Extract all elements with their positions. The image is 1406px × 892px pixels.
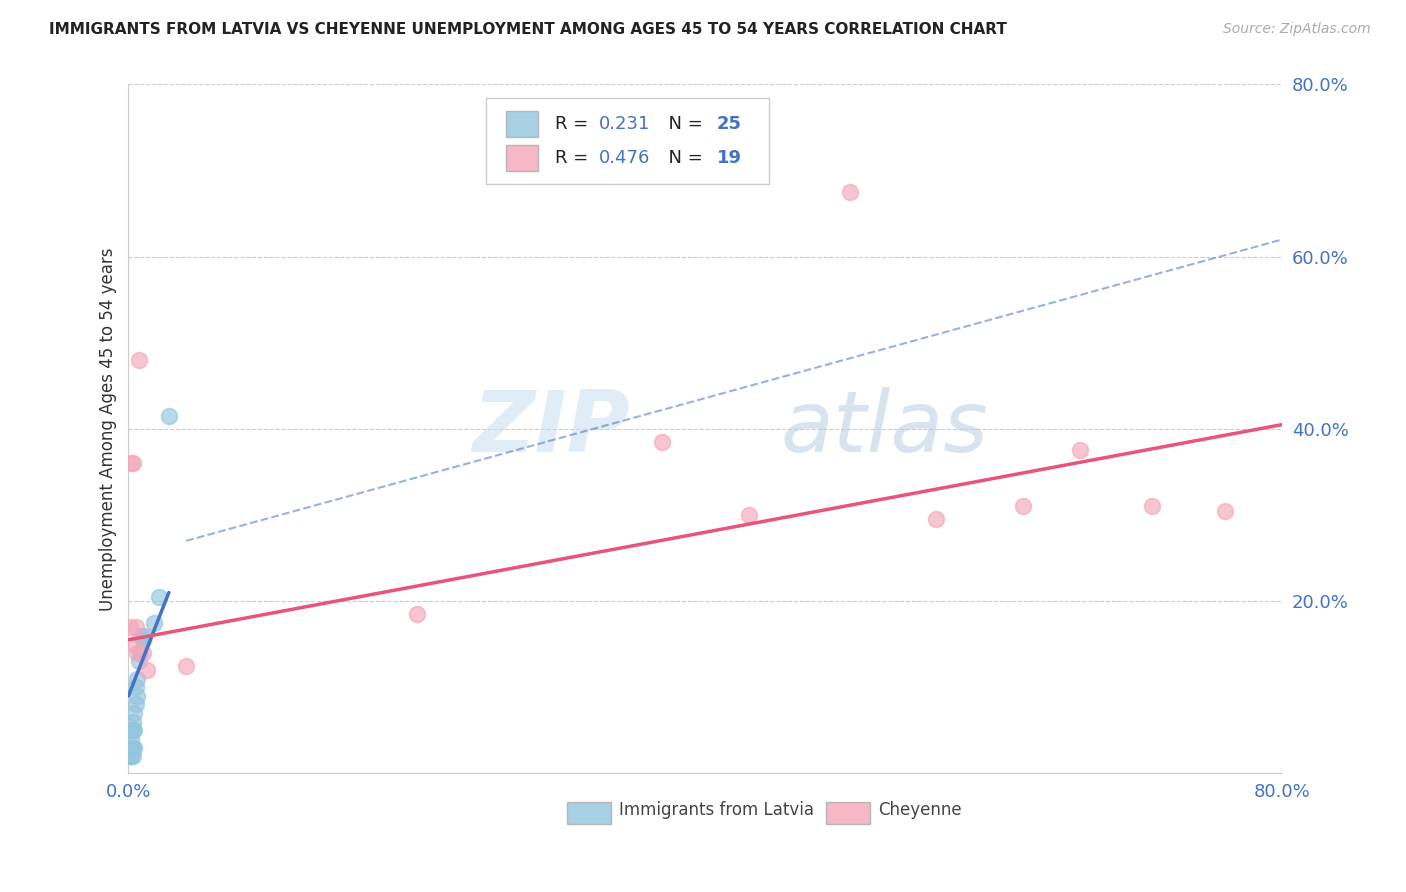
Point [143, 615, 166, 630]
Point [651, 434, 673, 449]
Point [118, 620, 141, 634]
Point [127, 672, 149, 686]
Text: Cheyenne: Cheyenne [879, 801, 962, 819]
Point [148, 590, 170, 604]
FancyBboxPatch shape [506, 145, 538, 171]
FancyBboxPatch shape [486, 98, 769, 185]
Text: 0.476: 0.476 [599, 149, 651, 167]
Point [136, 663, 159, 677]
Point [121, 723, 143, 738]
Point [120, 749, 142, 764]
Text: R =: R = [555, 149, 595, 167]
Point [118, 749, 141, 764]
Y-axis label: Unemployment Among Ages 45 to 54 years: Unemployment Among Ages 45 to 54 years [100, 247, 117, 611]
Point [120, 740, 142, 755]
Point [128, 654, 150, 668]
Point [1213, 504, 1236, 518]
FancyBboxPatch shape [567, 802, 610, 823]
Text: N =: N = [657, 115, 709, 134]
Point [121, 749, 143, 764]
Text: 0.231: 0.231 [599, 115, 651, 134]
Point [1142, 500, 1164, 514]
FancyBboxPatch shape [506, 112, 538, 137]
Point [737, 508, 759, 522]
Point [121, 740, 143, 755]
Text: R =: R = [555, 115, 595, 134]
Point [128, 353, 150, 368]
Point [132, 632, 155, 647]
Text: Source: ZipAtlas.com: Source: ZipAtlas.com [1223, 22, 1371, 37]
Point [838, 185, 860, 199]
Point [120, 456, 142, 470]
Point [122, 706, 145, 720]
Text: N =: N = [657, 149, 709, 167]
Point [120, 723, 142, 738]
Text: 25: 25 [717, 115, 742, 134]
Point [1069, 443, 1091, 458]
Point [129, 646, 152, 660]
Point [121, 714, 143, 729]
Point [127, 646, 149, 660]
Point [127, 689, 149, 703]
Point [1011, 500, 1033, 514]
Point [125, 620, 148, 634]
Point [131, 629, 153, 643]
Point [174, 658, 197, 673]
Point [122, 740, 145, 755]
Point [122, 637, 145, 651]
Text: 19: 19 [717, 149, 742, 167]
Point [125, 680, 148, 694]
Point [121, 456, 143, 470]
Point [157, 409, 180, 423]
Point [122, 723, 145, 738]
Text: atlas: atlas [780, 387, 988, 470]
Point [120, 731, 142, 746]
Point [406, 607, 429, 621]
Point [134, 629, 156, 643]
Text: IMMIGRANTS FROM LATVIA VS CHEYENNE UNEMPLOYMENT AMONG AGES 45 TO 54 YEARS CORREL: IMMIGRANTS FROM LATVIA VS CHEYENNE UNEMP… [49, 22, 1007, 37]
Point [925, 512, 948, 526]
Text: Immigrants from Latvia: Immigrants from Latvia [619, 801, 814, 819]
FancyBboxPatch shape [827, 802, 870, 823]
Point [132, 646, 155, 660]
Point [125, 698, 148, 712]
Point [118, 740, 141, 755]
Text: ZIP: ZIP [472, 387, 630, 470]
